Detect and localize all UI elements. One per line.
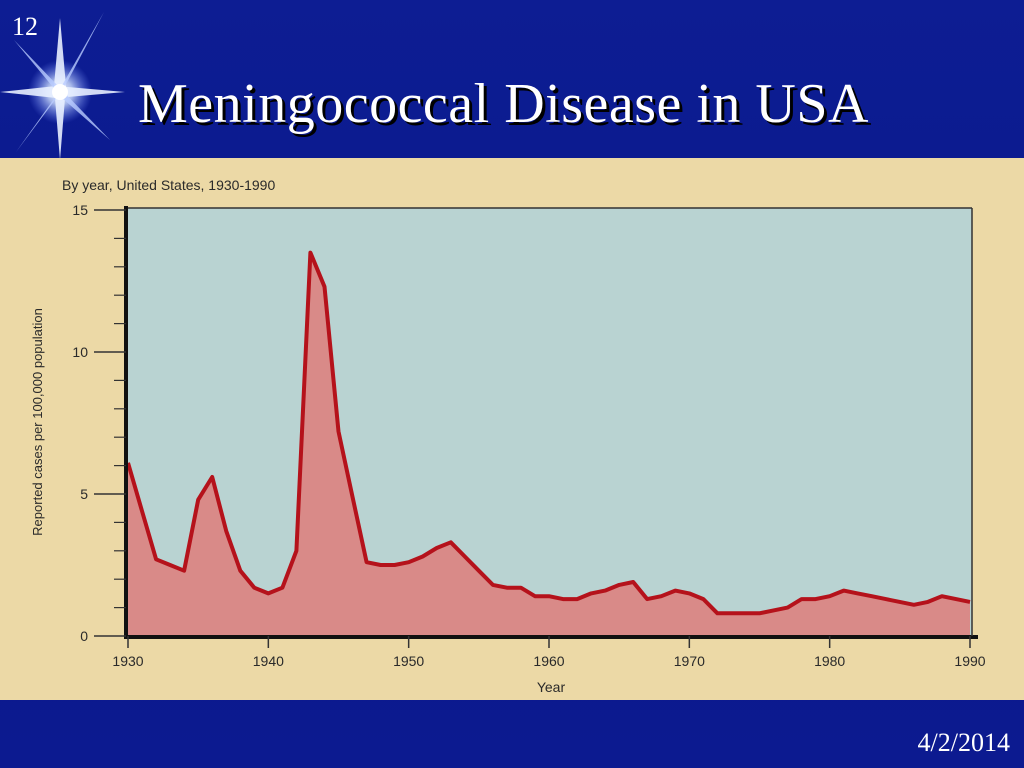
slide-number: 12 (12, 12, 38, 41)
series-area-fill (128, 252, 970, 636)
x-tick-label: 1960 (533, 653, 564, 669)
y-tick-label: 0 (80, 628, 88, 644)
area-chart: By year, United States, 1930-1990 0 5 10 15… (30, 177, 986, 695)
y-tick-label: 15 (72, 202, 88, 218)
plot-area (126, 208, 972, 636)
x-tick-label: 1950 (393, 653, 424, 669)
x-tick-label: 1970 (674, 653, 705, 669)
slide-title: Meningococcal Disease in USA (138, 73, 869, 135)
x-tick-label: 1980 (814, 653, 845, 669)
y-axis-label: Reported cases per 100,000 population (30, 308, 45, 536)
x-axis-label: Year (537, 679, 566, 695)
y-tick-label: 10 (72, 344, 88, 360)
x-tick-label: 1940 (253, 653, 284, 669)
chart-subtitle: By year, United States, 1930-1990 (62, 177, 275, 193)
series-line (126, 250, 971, 616)
star-icon (0, 12, 125, 160)
y-tick-label: 5 (80, 486, 88, 502)
x-tick-label: 1930 (112, 653, 143, 669)
slide-date: 4/2/2014 (917, 728, 1010, 757)
x-tick-label: 1990 (954, 653, 985, 669)
chart-photo: By year, United States, 1930-1990 0 5 10 15… (0, 158, 1024, 700)
